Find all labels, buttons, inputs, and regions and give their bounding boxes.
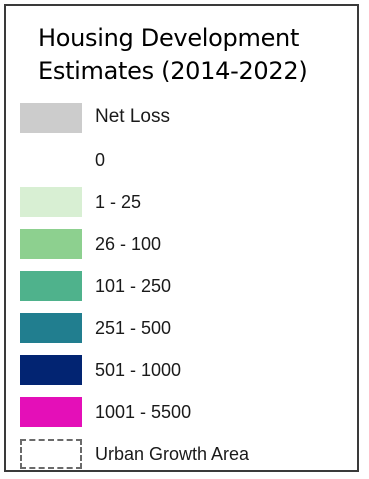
legend-item-label: Urban Growth Area: [95, 444, 250, 464]
legend-item-label: 501 - 1000: [95, 360, 182, 380]
legend-item-1-25: 1 - 25: [20, 187, 350, 217]
legend-title: Housing Development Estimates (2014-2022…: [38, 22, 358, 88]
legend-item-501-1000: 501 - 1000: [20, 355, 350, 385]
range-101-250-swatch: [20, 271, 82, 301]
legend-title-line-2: Estimates (2014-2022): [38, 57, 308, 85]
range-1-25-swatch: [20, 187, 82, 217]
legend-item-251-500: 251 - 500: [20, 313, 350, 343]
range-251-500-swatch: [20, 313, 82, 343]
zero-swatch: [20, 145, 82, 175]
legend-item-label: 251 - 500: [95, 318, 172, 338]
legend-item-net-loss: Net Loss: [20, 103, 350, 133]
legend-item-101-250: 101 - 250: [20, 271, 350, 301]
urban-growth-area-swatch: [20, 439, 82, 469]
range-501-1000-swatch: [20, 355, 82, 385]
range-1001-5500-swatch: [20, 397, 82, 427]
legend-item-label: 0: [95, 150, 106, 170]
legend-item-label: 101 - 250: [95, 276, 172, 296]
legend-item-label: Net Loss: [95, 106, 170, 127]
legend-item-label: 1 - 25: [95, 192, 142, 212]
legend-item-label: 1001 - 5500: [95, 402, 192, 422]
legend-item-label: 26 - 100: [95, 234, 162, 254]
legend-item-26-100: 26 - 100: [20, 229, 350, 259]
legend-item-urban-growth-area: Urban Growth Area: [20, 439, 350, 469]
legend-title-line-1: Housing Development: [38, 24, 300, 52]
legend-item-1001-5500: 1001 - 5500: [20, 397, 350, 427]
range-26-100-swatch: [20, 229, 82, 259]
legend-item-zero: 0: [20, 145, 350, 175]
net-loss-swatch: [20, 103, 82, 133]
